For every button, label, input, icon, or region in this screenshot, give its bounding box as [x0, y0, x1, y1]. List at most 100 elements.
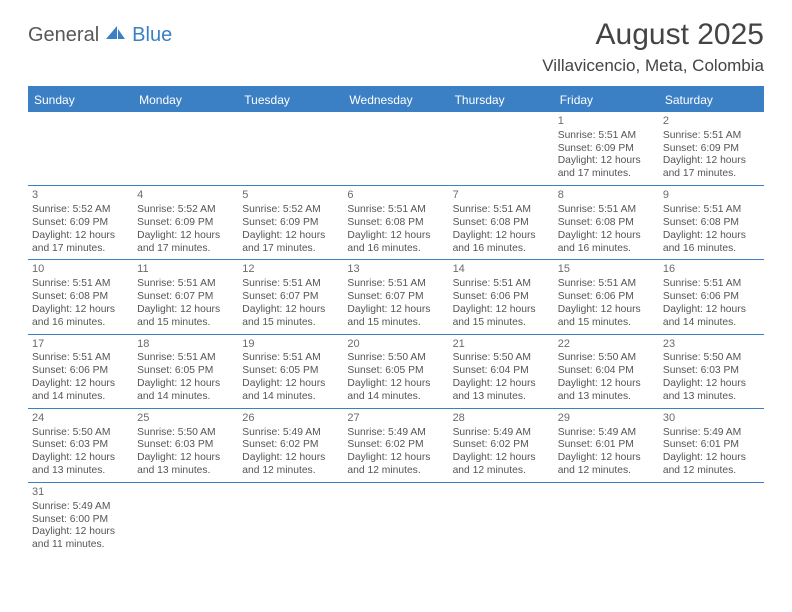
- daylight-line-1: Daylight: 12 hours: [663, 378, 760, 391]
- daylight-line-1: Daylight: 12 hours: [137, 230, 234, 243]
- weekday-header: Sunday: [28, 88, 133, 112]
- calendar-cell-empty: [238, 483, 343, 557]
- day-number: 4: [137, 189, 234, 203]
- day-number: 1: [558, 115, 655, 129]
- title-block: August 2025 Villavicencio, Meta, Colombi…: [542, 18, 764, 76]
- calendar-cell-empty: [554, 483, 659, 557]
- daylight-line-1: Daylight: 12 hours: [558, 304, 655, 317]
- sunset-line: Sunset: 6:00 PM: [32, 514, 129, 527]
- sunrise-line: Sunrise: 5:51 AM: [663, 278, 760, 291]
- daylight-line-2: and 15 minutes.: [558, 317, 655, 330]
- weekday-header: Thursday: [449, 88, 554, 112]
- page-title: August 2025: [542, 18, 764, 52]
- calendar-cell-empty: [28, 112, 133, 186]
- day-number: 19: [242, 338, 339, 352]
- sunset-line: Sunset: 6:06 PM: [558, 291, 655, 304]
- sunrise-line: Sunrise: 5:50 AM: [347, 352, 444, 365]
- daylight-line-2: and 16 minutes.: [453, 243, 550, 256]
- sunset-line: Sunset: 6:03 PM: [137, 439, 234, 452]
- sunrise-line: Sunrise: 5:51 AM: [137, 352, 234, 365]
- calendar-cell: 10Sunrise: 5:51 AMSunset: 6:08 PMDayligh…: [28, 260, 133, 334]
- day-number: 7: [453, 189, 550, 203]
- calendar-cell-empty: [659, 483, 764, 557]
- calendar-cell: 23Sunrise: 5:50 AMSunset: 6:03 PMDayligh…: [659, 335, 764, 409]
- sunset-line: Sunset: 6:02 PM: [347, 439, 444, 452]
- calendar-cell: 18Sunrise: 5:51 AMSunset: 6:05 PMDayligh…: [133, 335, 238, 409]
- calendar-cell: 7Sunrise: 5:51 AMSunset: 6:08 PMDaylight…: [449, 186, 554, 260]
- day-number: 27: [347, 412, 444, 426]
- calendar-cell: 17Sunrise: 5:51 AMSunset: 6:06 PMDayligh…: [28, 335, 133, 409]
- daylight-line-2: and 16 minutes.: [32, 317, 129, 330]
- calendar-cell: 14Sunrise: 5:51 AMSunset: 6:06 PMDayligh…: [449, 260, 554, 334]
- daylight-line-2: and 16 minutes.: [558, 243, 655, 256]
- daylight-line-1: Daylight: 12 hours: [32, 526, 129, 539]
- sunset-line: Sunset: 6:09 PM: [32, 217, 129, 230]
- daylight-line-2: and 13 minutes.: [558, 391, 655, 404]
- sunrise-line: Sunrise: 5:51 AM: [453, 204, 550, 217]
- header: General Blue August 2025 Villavicencio, …: [28, 18, 764, 76]
- logo-word-2: Blue: [132, 24, 172, 47]
- daylight-line-2: and 13 minutes.: [453, 391, 550, 404]
- calendar-cell: 16Sunrise: 5:51 AMSunset: 6:06 PMDayligh…: [659, 260, 764, 334]
- daylight-line-1: Daylight: 12 hours: [32, 230, 129, 243]
- sunset-line: Sunset: 6:07 PM: [137, 291, 234, 304]
- sunrise-line: Sunrise: 5:50 AM: [453, 352, 550, 365]
- sunset-line: Sunset: 6:07 PM: [242, 291, 339, 304]
- daylight-line-1: Daylight: 12 hours: [347, 304, 444, 317]
- sunrise-line: Sunrise: 5:51 AM: [558, 130, 655, 143]
- sunrise-line: Sunrise: 5:49 AM: [558, 427, 655, 440]
- sunrise-line: Sunrise: 5:50 AM: [32, 427, 129, 440]
- day-number: 16: [663, 263, 760, 277]
- day-number: 28: [453, 412, 550, 426]
- weekday-header: Wednesday: [343, 88, 448, 112]
- day-number: 3: [32, 189, 129, 203]
- daylight-line-1: Daylight: 12 hours: [242, 304, 339, 317]
- sunrise-line: Sunrise: 5:52 AM: [32, 204, 129, 217]
- day-number: 29: [558, 412, 655, 426]
- calendar-cell-empty: [238, 112, 343, 186]
- sunrise-line: Sunrise: 5:51 AM: [242, 352, 339, 365]
- day-number: 26: [242, 412, 339, 426]
- day-number: 20: [347, 338, 444, 352]
- day-number: 11: [137, 263, 234, 277]
- sunrise-line: Sunrise: 5:51 AM: [137, 278, 234, 291]
- sunrise-line: Sunrise: 5:51 AM: [32, 278, 129, 291]
- day-number: 24: [32, 412, 129, 426]
- daylight-line-2: and 11 minutes.: [32, 539, 129, 552]
- day-number: 2: [663, 115, 760, 129]
- daylight-line-2: and 14 minutes.: [347, 391, 444, 404]
- calendar-cell: 22Sunrise: 5:50 AMSunset: 6:04 PMDayligh…: [554, 335, 659, 409]
- daylight-line-2: and 14 minutes.: [32, 391, 129, 404]
- day-number: 9: [663, 189, 760, 203]
- sunrise-line: Sunrise: 5:49 AM: [453, 427, 550, 440]
- calendar-cell: 1Sunrise: 5:51 AMSunset: 6:09 PMDaylight…: [554, 112, 659, 186]
- day-number: 14: [453, 263, 550, 277]
- sunrise-line: Sunrise: 5:51 AM: [453, 278, 550, 291]
- daylight-line-2: and 12 minutes.: [347, 465, 444, 478]
- daylight-line-1: Daylight: 12 hours: [558, 230, 655, 243]
- calendar-cell: 27Sunrise: 5:49 AMSunset: 6:02 PMDayligh…: [343, 409, 448, 483]
- daylight-line-1: Daylight: 12 hours: [558, 452, 655, 465]
- sunset-line: Sunset: 6:05 PM: [347, 365, 444, 378]
- daylight-line-2: and 12 minutes.: [453, 465, 550, 478]
- sunrise-line: Sunrise: 5:50 AM: [558, 352, 655, 365]
- calendar-cell: 21Sunrise: 5:50 AMSunset: 6:04 PMDayligh…: [449, 335, 554, 409]
- daylight-line-2: and 13 minutes.: [663, 391, 760, 404]
- calendar-cell: 5Sunrise: 5:52 AMSunset: 6:09 PMDaylight…: [238, 186, 343, 260]
- daylight-line-1: Daylight: 12 hours: [137, 378, 234, 391]
- daylight-line-2: and 16 minutes.: [663, 243, 760, 256]
- sunset-line: Sunset: 6:06 PM: [32, 365, 129, 378]
- calendar-cell: 20Sunrise: 5:50 AMSunset: 6:05 PMDayligh…: [343, 335, 448, 409]
- calendar-cell-empty: [133, 483, 238, 557]
- weekday-header: Friday: [554, 88, 659, 112]
- calendar-cell: 28Sunrise: 5:49 AMSunset: 6:02 PMDayligh…: [449, 409, 554, 483]
- calendar-cell: 9Sunrise: 5:51 AMSunset: 6:08 PMDaylight…: [659, 186, 764, 260]
- logo: General Blue: [28, 24, 172, 47]
- calendar-cell: 15Sunrise: 5:51 AMSunset: 6:06 PMDayligh…: [554, 260, 659, 334]
- daylight-line-2: and 15 minutes.: [453, 317, 550, 330]
- sunset-line: Sunset: 6:08 PM: [347, 217, 444, 230]
- daylight-line-1: Daylight: 12 hours: [347, 230, 444, 243]
- daylight-line-2: and 15 minutes.: [347, 317, 444, 330]
- daylight-line-1: Daylight: 12 hours: [663, 230, 760, 243]
- sunset-line: Sunset: 6:09 PM: [137, 217, 234, 230]
